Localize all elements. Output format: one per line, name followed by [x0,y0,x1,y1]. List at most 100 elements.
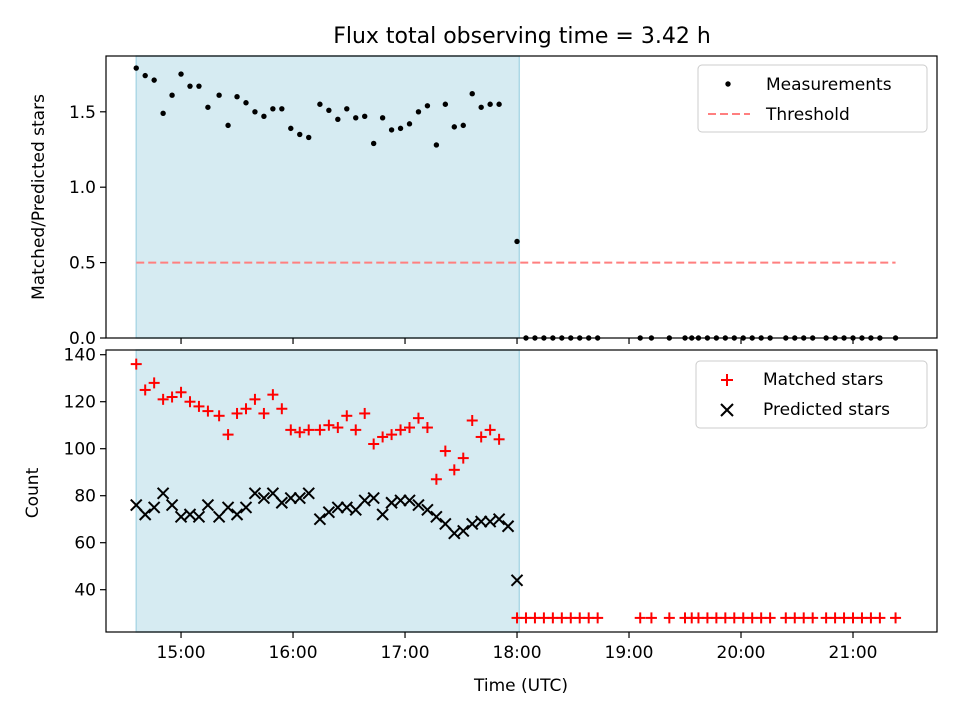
x-tick-label: 17:00 [381,643,430,663]
measurement-point [252,109,258,115]
matched-star-point [634,612,646,624]
predicted-star-point [421,503,434,517]
bottom-y-axis-label: Count [23,467,43,518]
predicted-star-point [156,487,170,500]
matched-star-point [193,400,205,412]
matched-star-point [213,410,225,422]
measurement-point [261,113,267,120]
predicted-star-point [257,491,271,505]
predicted-star-point [174,510,188,524]
measurement-point [225,122,231,129]
bottom-x-axis-ticks: 15:00 16:00 17:00 18:00 19:00 20:00 21:00 [157,632,878,663]
measurement-point [205,104,211,110]
predicted-star-point [212,510,226,524]
matched-star-point [240,403,252,415]
predicted-star-point [165,498,179,512]
predicted-star-point [201,498,215,512]
measurement-point [424,103,431,109]
predicted-star-point [466,517,479,531]
matched-star-point [202,405,214,417]
measurement-point [433,142,440,148]
matched-star-point [267,389,279,401]
measurement-point [160,110,166,117]
bottom-shaded-region [135,349,521,633]
y-tick-label: 0.5 [69,254,96,274]
y-tick-label: 100 [64,440,96,460]
matched-star-point [332,422,344,434]
predicted-star-point [322,505,336,519]
predicted-star-point [183,508,197,521]
predicted-star-point [474,515,488,528]
measurement-point [279,106,285,112]
matched-star-point [184,396,196,408]
measurement-point [370,140,377,147]
measurement-point [415,109,422,115]
predicted-star-point [284,491,297,505]
matched-star-point [493,433,505,445]
matched-star-point [258,407,270,419]
matched-star-point [592,612,604,624]
predicted-star-point [349,503,362,517]
measurement-point [288,125,294,132]
top-plot-frame [105,55,938,339]
measurement-point [297,131,303,138]
top-legend-box [697,64,928,133]
matched-star-point [430,473,442,485]
predicted-star-point [501,520,515,533]
shaded-span [135,55,521,339]
matched-star-point [377,431,389,443]
matched-stars-points [130,358,902,624]
y-tick-label: 1.5 [69,103,96,123]
measurement-point [169,92,175,98]
legend-predicted-label: Predicted stars [763,400,890,420]
measurement-point [442,101,449,107]
matched-star-point [448,464,460,476]
matched-star-point [439,445,451,457]
x-tick-label: 16:00 [269,643,318,663]
top-x-axis-ticks [180,338,854,344]
predicted-star-point [248,487,262,500]
measurement-point [216,92,222,98]
predicted-star-point [221,501,235,514]
measurement-point [133,65,139,71]
measurement-point [234,94,240,100]
predicted-star-point [510,574,524,587]
measurement-point [496,101,502,107]
matched-star-point [764,612,776,624]
predicted-stars-points [130,487,524,587]
measurement-point [487,101,493,107]
matched-star-point [222,429,234,441]
matched-star-point [404,422,416,434]
measurement-point [379,115,386,121]
matched-star-point [276,403,288,415]
matched-star-point [890,612,902,624]
matched-star-point [294,426,306,438]
measurement-point [388,127,395,133]
predicted-star-point [385,496,398,509]
matched-star-point [386,429,398,441]
predicted-star-point [302,487,315,500]
measurement-point [469,91,475,97]
predicted-star-point [448,527,461,540]
predicted-star-point [340,501,353,514]
predicted-star-point [394,494,407,507]
y-tick-label: 140 [64,346,96,366]
matched-star-point [157,393,169,405]
measurement-point [478,104,484,110]
predicted-star-point [147,501,161,514]
top-y-axis-label: Matched/Predicted stars [29,94,49,300]
matched-star-point [421,422,433,434]
matched-star-point [231,407,243,419]
matched-star-point [314,424,326,436]
measurement-point [460,122,466,129]
bottom-plot-frame [105,349,938,633]
matched-star-point [412,412,424,424]
measurement-point [514,238,520,245]
predicted-star-point [412,498,425,512]
top-shaded-region [135,55,521,339]
legend-measurements-marker [725,81,731,87]
predicted-star-point [483,515,497,528]
bottom-legend-box [695,360,928,429]
predicted-star-point [376,508,389,521]
predicted-star-point [130,498,143,512]
